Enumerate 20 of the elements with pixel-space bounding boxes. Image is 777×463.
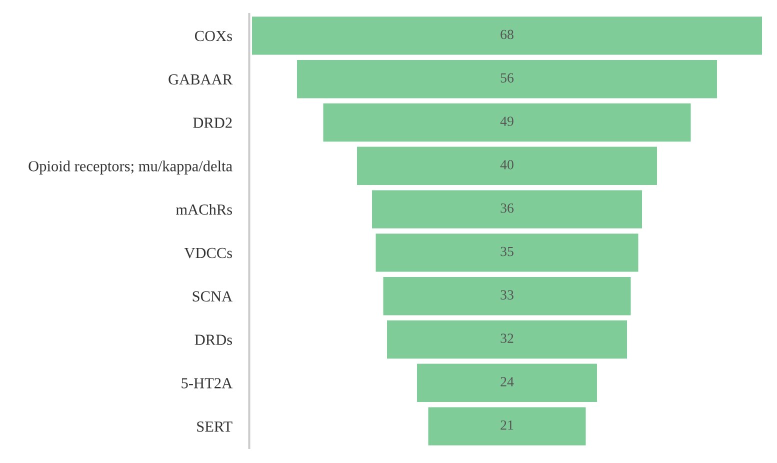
category-label: Opioid receptors; mu/kappa/delta <box>28 160 232 174</box>
data-label: 33 <box>500 290 514 300</box>
data-label: 49 <box>500 116 514 126</box>
data-label: 36 <box>500 203 514 213</box>
data-label: 68 <box>500 30 514 40</box>
category-label: DRD2 <box>193 118 232 128</box>
data-label: 40 <box>500 160 514 170</box>
category-label: COXs <box>194 30 232 42</box>
data-label: 35 <box>500 246 514 256</box>
data-label: 56 <box>500 73 514 83</box>
category-label: DRDs <box>194 334 232 345</box>
category-label: mAChRs <box>176 204 232 215</box>
category-label: GABAAR <box>168 74 233 85</box>
data-label: 32 <box>500 334 514 343</box>
data-label: 24 <box>500 377 514 386</box>
category-label: 5-HT2A <box>182 378 232 388</box>
category-label: SCNA <box>192 291 232 302</box>
category-label: SERT <box>197 421 232 432</box>
data-label: 21 <box>500 420 514 430</box>
category-label: VDCCs <box>184 248 232 258</box>
